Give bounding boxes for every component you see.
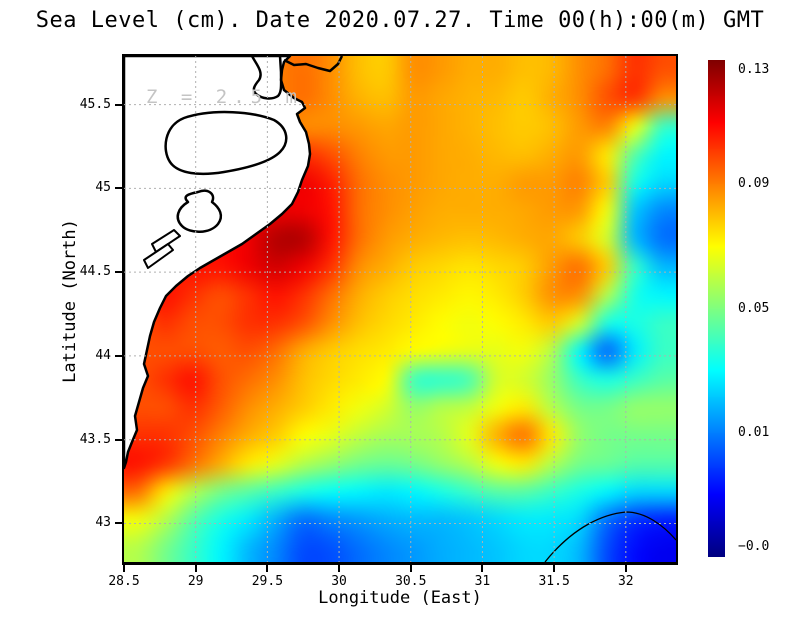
map-plot: Z = 2.5 m xyxy=(122,54,678,565)
y-tick-mark xyxy=(115,438,122,441)
y-tick-mark xyxy=(115,271,122,274)
lagoon-lake-south xyxy=(176,189,223,233)
colorbar-gradient xyxy=(708,60,725,557)
colorbar-tick-label: 0.05 xyxy=(738,300,770,316)
y-tick-mark xyxy=(115,103,122,106)
x-tick-label: 29.5 xyxy=(251,574,284,589)
coastal-lagoon-strip xyxy=(143,243,174,269)
zero-contour-line xyxy=(544,511,676,562)
depth-annotation: Z = 2.5 m xyxy=(146,86,303,108)
y-tick-label: 45 xyxy=(95,180,111,196)
y-tick-label: 45.5 xyxy=(79,96,111,112)
colorbar-tick-label: −0.0 xyxy=(738,539,770,555)
gridlines xyxy=(124,56,676,562)
delta-channel-contour xyxy=(250,56,283,100)
x-tick-mark xyxy=(409,565,412,572)
x-tick-label: 29 xyxy=(187,574,204,589)
colorbar-tick-label: 0.13 xyxy=(738,61,770,77)
x-tick-label: 31.5 xyxy=(538,574,570,589)
x-axis-title: Longitude (East) xyxy=(318,588,482,608)
x-tick-label: 31 xyxy=(474,574,491,589)
y-tick-label: 44.5 xyxy=(79,264,111,280)
y-tick-mark xyxy=(115,354,122,357)
x-tick-label: 30.5 xyxy=(395,574,427,589)
y-tick-label: 43.5 xyxy=(79,431,111,447)
colorbar-tick-label: 0.01 xyxy=(738,424,770,440)
x-tick-label: 30 xyxy=(331,574,347,589)
y-tick-label: 43 xyxy=(95,515,111,531)
x-tick-mark xyxy=(338,565,341,572)
y-tick-mark xyxy=(115,522,122,525)
colorbar-tick-label: 0.09 xyxy=(738,176,770,192)
coastal-lagoon-strip xyxy=(151,229,181,253)
x-tick-mark xyxy=(553,565,556,572)
northeast-coastline xyxy=(283,56,344,73)
y-tick-mark xyxy=(115,187,122,190)
chart-title: Sea Level (cm). Date 2020.07.27. Time 00… xyxy=(35,8,765,33)
colorbar xyxy=(708,60,725,557)
x-tick-mark xyxy=(194,565,197,572)
x-tick-mark xyxy=(123,565,125,572)
x-tick-label: 32 xyxy=(617,574,634,589)
x-tick-mark xyxy=(624,565,627,572)
x-tick-mark xyxy=(481,565,484,572)
x-tick-label: 28.5 xyxy=(108,574,140,589)
y-tick-label: 44 xyxy=(95,347,111,363)
x-tick-mark xyxy=(266,565,269,572)
map-overlay xyxy=(124,56,676,562)
